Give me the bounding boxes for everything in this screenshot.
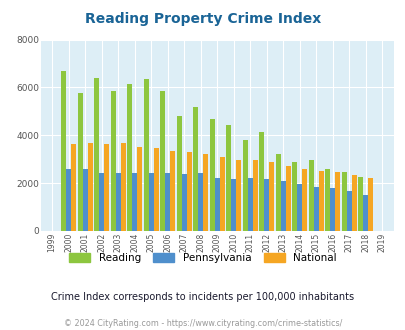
Bar	[362, 195, 367, 231]
Bar	[148, 173, 153, 231]
Bar	[351, 175, 356, 231]
Bar	[186, 152, 191, 231]
Bar	[127, 84, 132, 231]
Bar	[77, 93, 83, 231]
Bar	[111, 91, 115, 231]
Bar	[61, 71, 66, 231]
Bar	[346, 191, 351, 231]
Bar	[214, 178, 219, 231]
Bar	[71, 144, 76, 231]
Bar	[120, 143, 125, 231]
Bar	[275, 154, 280, 231]
Bar	[219, 157, 224, 231]
Bar	[231, 179, 236, 231]
Bar	[87, 143, 92, 231]
Bar	[137, 147, 142, 231]
Bar	[170, 151, 175, 231]
Bar	[104, 144, 109, 231]
Bar	[318, 171, 323, 231]
Bar	[285, 166, 290, 231]
Bar	[143, 79, 148, 231]
Text: © 2024 CityRating.com - https://www.cityrating.com/crime-statistics/: © 2024 CityRating.com - https://www.city…	[64, 319, 341, 328]
Bar	[247, 178, 252, 231]
Bar	[242, 140, 247, 231]
Bar	[132, 173, 137, 231]
Text: Reading Property Crime Index: Reading Property Crime Index	[85, 12, 320, 25]
Bar	[269, 162, 273, 231]
Bar	[153, 148, 158, 231]
Bar	[313, 187, 318, 231]
Bar	[296, 184, 301, 231]
Bar	[115, 173, 120, 231]
Bar	[252, 160, 257, 231]
Legend: Reading, Pennsylvania, National: Reading, Pennsylvania, National	[65, 248, 340, 267]
Bar	[202, 154, 208, 231]
Bar	[367, 178, 372, 231]
Bar	[358, 177, 362, 231]
Bar	[66, 169, 71, 231]
Bar	[99, 173, 104, 231]
Bar	[341, 172, 346, 231]
Bar	[165, 173, 170, 231]
Bar	[280, 181, 285, 231]
Bar	[259, 132, 264, 231]
Bar	[160, 91, 165, 231]
Bar	[329, 188, 335, 231]
Bar	[324, 169, 329, 231]
Bar	[292, 162, 296, 231]
Bar	[94, 78, 99, 231]
Bar	[236, 160, 241, 231]
Bar	[193, 107, 198, 231]
Bar	[226, 124, 231, 231]
Bar	[176, 116, 181, 231]
Bar	[83, 169, 87, 231]
Bar	[181, 174, 186, 231]
Bar	[335, 172, 339, 231]
Bar	[301, 169, 307, 231]
Text: Crime Index corresponds to incidents per 100,000 inhabitants: Crime Index corresponds to incidents per…	[51, 292, 354, 302]
Bar	[198, 173, 202, 231]
Bar	[209, 118, 214, 231]
Bar	[264, 179, 269, 231]
Bar	[308, 160, 313, 231]
